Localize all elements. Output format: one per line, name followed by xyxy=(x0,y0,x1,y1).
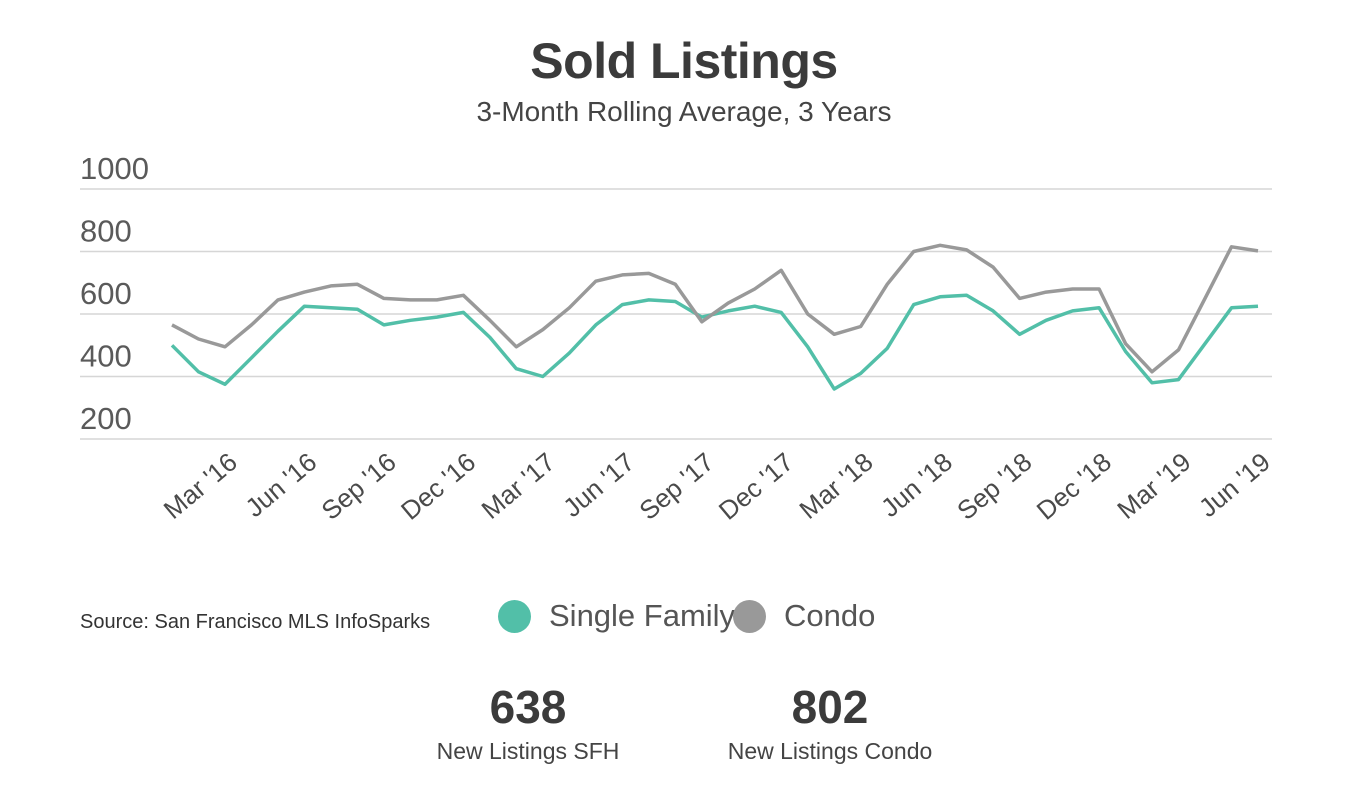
x-tick-label: Sep '16 xyxy=(316,447,402,526)
x-tick-label: Jun '17 xyxy=(557,447,640,523)
legend-item-single-family: Single Family xyxy=(498,598,735,634)
x-tick-label: Sep '17 xyxy=(633,447,719,526)
series-line-single-family xyxy=(170,293,1259,391)
y-tick-label: 600 xyxy=(80,276,132,311)
stat-condo-value: 802 xyxy=(791,681,869,733)
x-tick-label: Dec '16 xyxy=(395,447,481,526)
source-note: Source: San Francisco MLS InfoSparks xyxy=(80,611,431,633)
stat-sfh-value: 638 xyxy=(489,681,567,733)
legend-label-single-family: Single Family xyxy=(549,598,736,633)
x-tick-label: Jun '19 xyxy=(1193,447,1276,523)
x-tick-label: Jun '16 xyxy=(239,447,322,523)
y-tick-label: 1000 xyxy=(80,151,149,186)
stat-sfh-label: New Listings SFH xyxy=(436,738,620,764)
y-tick-label: 200 xyxy=(80,401,132,436)
x-tick-label: Sep '18 xyxy=(951,447,1037,526)
stat-condo: 802 New Listings Condo xyxy=(720,680,940,765)
stat-condo-label: New Listings Condo xyxy=(727,738,933,764)
y-tick-label: 400 xyxy=(80,339,132,374)
legend-label-condo: Condo xyxy=(784,598,876,633)
y-tick-label: 800 xyxy=(80,214,132,249)
x-tick-label: Jun '18 xyxy=(875,447,958,523)
x-tick-label: Mar '16 xyxy=(158,447,243,525)
legend-marker-condo xyxy=(733,599,766,633)
x-tick-label: Mar '19 xyxy=(1111,447,1196,525)
x-tick-label: Mar '18 xyxy=(793,447,878,525)
legend-marker-single-family xyxy=(498,599,531,633)
chart-title: Sold Listings xyxy=(530,33,838,89)
x-tick-label: Mar '17 xyxy=(476,447,561,525)
series-line-condo xyxy=(171,243,1259,374)
chart-subtitle: 3-Month Rolling Average, 3 Years xyxy=(476,96,892,127)
x-tick-label: Dec '17 xyxy=(713,447,799,526)
stat-sfh: 638 New Listings SFH xyxy=(418,680,638,765)
x-tick-label: Dec '18 xyxy=(1031,447,1117,526)
legend-item-condo: Condo xyxy=(733,598,875,634)
